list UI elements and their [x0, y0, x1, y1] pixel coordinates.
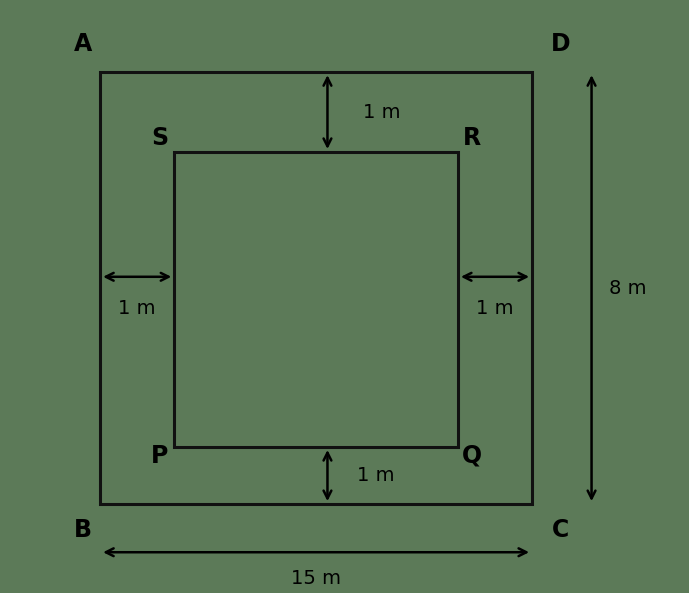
Text: S: S [152, 126, 169, 149]
Bar [174, 152, 458, 447]
Text: B: B [74, 518, 92, 541]
Text: 1 m: 1 m [476, 298, 514, 317]
Text: D: D [551, 32, 570, 56]
Text: 8 m: 8 m [608, 279, 646, 298]
Text: 15 m: 15 m [291, 569, 341, 588]
Bar [101, 72, 532, 504]
Text: 1 m: 1 m [119, 298, 156, 317]
Text: P: P [151, 444, 169, 468]
Text: R: R [463, 126, 482, 149]
Text: Q: Q [462, 444, 482, 468]
Text: C: C [552, 518, 569, 541]
Text: A: A [74, 32, 92, 56]
Text: 1 m: 1 m [357, 466, 395, 485]
Text: 1 m: 1 m [362, 103, 400, 122]
